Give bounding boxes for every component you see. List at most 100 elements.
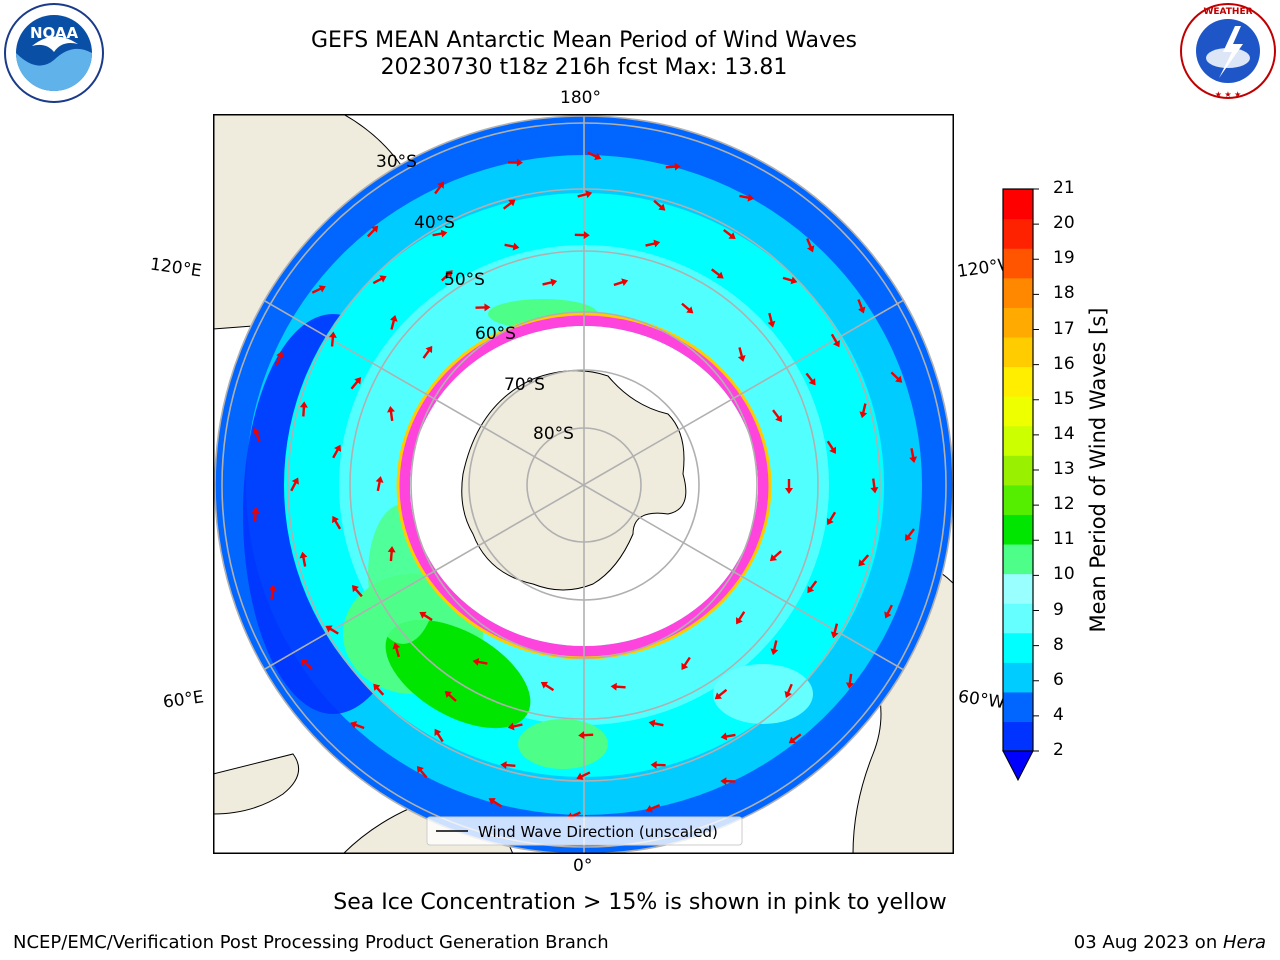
colorbar-tick-label: 11 (1053, 529, 1075, 550)
colorbar-step (1003, 218, 1033, 249)
sea-ice-note: Sea Ice Concentration > 15% is shown in … (333, 890, 947, 915)
colorbar-step (1003, 277, 1033, 308)
wind-wave-arrow (587, 151, 602, 160)
lat-label-40s: 40°S (414, 213, 455, 233)
wind-wave-arrow (890, 371, 903, 383)
lon-label-0: 0° (573, 856, 593, 876)
wind-wave-arrow (311, 285, 326, 294)
wind-wave-arrow (720, 777, 736, 786)
wind-wave-arrow (782, 276, 798, 285)
wind-wave-arrow (268, 584, 277, 600)
wind-wave-arrow (387, 546, 396, 562)
wind-wave-arrow (500, 761, 516, 770)
wind-wave-arrow (767, 312, 776, 328)
colorbar-tick-label: 15 (1053, 388, 1075, 409)
wind-wave-arrow (350, 377, 362, 390)
wind-wave-arrow (422, 345, 433, 359)
noaa-logo: NOAA (4, 3, 104, 103)
wind-wave-arrow (542, 278, 558, 287)
wind-wave-arrow (416, 766, 428, 779)
wind-wave-arrow (681, 302, 694, 314)
wind-wave-arrow (488, 798, 502, 808)
wind-wave-arrow (720, 732, 736, 741)
colorbar-tick-label: 17 (1053, 318, 1075, 339)
footer-machine: Hera (1222, 932, 1266, 953)
wind-wave-arrow (350, 721, 365, 730)
wind-wave-arrow (736, 611, 746, 625)
colorbar-step (1003, 721, 1033, 752)
wind-wave-arrow (653, 199, 666, 211)
wind-wave-arrow (610, 682, 626, 691)
wind-wave-arrow (784, 683, 793, 698)
wind-wave-arrow (434, 181, 445, 195)
colorbar-tick-label: 9 (1053, 599, 1064, 620)
wind-wave-arrow (909, 448, 918, 464)
colorbar-tick-label: 12 (1053, 494, 1075, 515)
colorbar-step (1003, 632, 1033, 663)
colorbar-step (1003, 484, 1033, 515)
colorbar-tick-label: 8 (1053, 634, 1064, 655)
wind-wave-arrow (372, 275, 387, 285)
colorbar-tick-label: 21 (1053, 178, 1075, 198)
wind-wave-arrow (507, 722, 523, 731)
wind-wave-arrow (859, 403, 868, 419)
colorbar-underflow-arrow (1002, 750, 1034, 782)
wind-wave-arrow (574, 231, 590, 240)
colorbar-tick-label: 16 (1053, 353, 1075, 374)
wind-wave-arrow (648, 719, 664, 728)
lon-label-120e: 120°E (148, 254, 203, 282)
map-title: GEFS MEAN Antarctic Mean Period of Wind … (311, 28, 857, 53)
lat-label-80s: 80°S (533, 424, 574, 444)
arrow-legend: Wind Wave Direction (unscaled) (426, 816, 743, 846)
map-subtitle: 20230730 t18z 216h fcst Max: 13.81 (380, 55, 788, 80)
wind-wave-arrow (366, 225, 379, 238)
lon-label-180: 180° (560, 88, 601, 108)
wind-wave-arrow (389, 314, 398, 330)
wind-wave-arrow (325, 625, 339, 635)
wind-wave-arrow (475, 303, 491, 312)
wind-wave-arrow (434, 728, 444, 743)
wind-wave-arrow (710, 268, 724, 279)
colorbar-tick-label: 2 (1053, 740, 1064, 760)
wind-wave-arrow (300, 658, 313, 670)
colorbar-tick-label: 4 (1053, 704, 1064, 725)
colorbar-step (1003, 425, 1033, 456)
wind-wave-arrow (884, 604, 893, 619)
wind-wave-arrow (870, 478, 879, 494)
wind-wave-arrow (772, 409, 782, 423)
colorbar-step (1003, 691, 1033, 723)
wind-wave-arrow (299, 551, 308, 567)
colorbar-step (1003, 514, 1033, 545)
wind-wave-arrow (332, 515, 342, 530)
lat-label-50s: 50°S (444, 270, 485, 290)
wind-wave-arrow (904, 528, 915, 541)
wind-wave-arrow (826, 440, 836, 454)
wind-wave-arrow (577, 190, 593, 199)
wind-wave-arrow (830, 623, 839, 639)
wind-wave-arrows (251, 151, 918, 820)
wind-wave-arrow (328, 331, 337, 347)
wind-wave-arrow (444, 691, 457, 702)
wind-wave-arrow (681, 656, 691, 671)
wind-wave-arrow (440, 270, 453, 282)
wind-wave-arrow (806, 238, 815, 253)
map-panel: Wind Wave Direction (unscaled) (213, 114, 954, 854)
footer-date: 03 Aug 2023 on Hera (1074, 932, 1266, 953)
wind-wave-arrow (252, 427, 261, 443)
wind-wave-arrow (578, 731, 594, 740)
wind-wave-arrow (785, 479, 793, 494)
wind-wave-arrow (665, 162, 681, 171)
colorbar-tick-label: 19 (1053, 248, 1075, 269)
wind-wave-arrow (645, 804, 661, 813)
colorbar-step (1003, 189, 1033, 220)
footer-date-text: 03 Aug 2023 on (1073, 932, 1223, 953)
wind-wave-arrow (645, 239, 661, 248)
colorbar-step (1003, 336, 1033, 368)
wind-wave-arrow (858, 554, 870, 567)
svg-text:★ ★ ★: ★ ★ ★ (1215, 90, 1242, 99)
wind-wave-arrow (857, 299, 866, 314)
wind-wave-arrow (419, 611, 433, 622)
lat-label-60s: 60°S (475, 324, 516, 344)
wave-period-field (215, 116, 953, 854)
wind-wave-arrow (351, 585, 363, 598)
